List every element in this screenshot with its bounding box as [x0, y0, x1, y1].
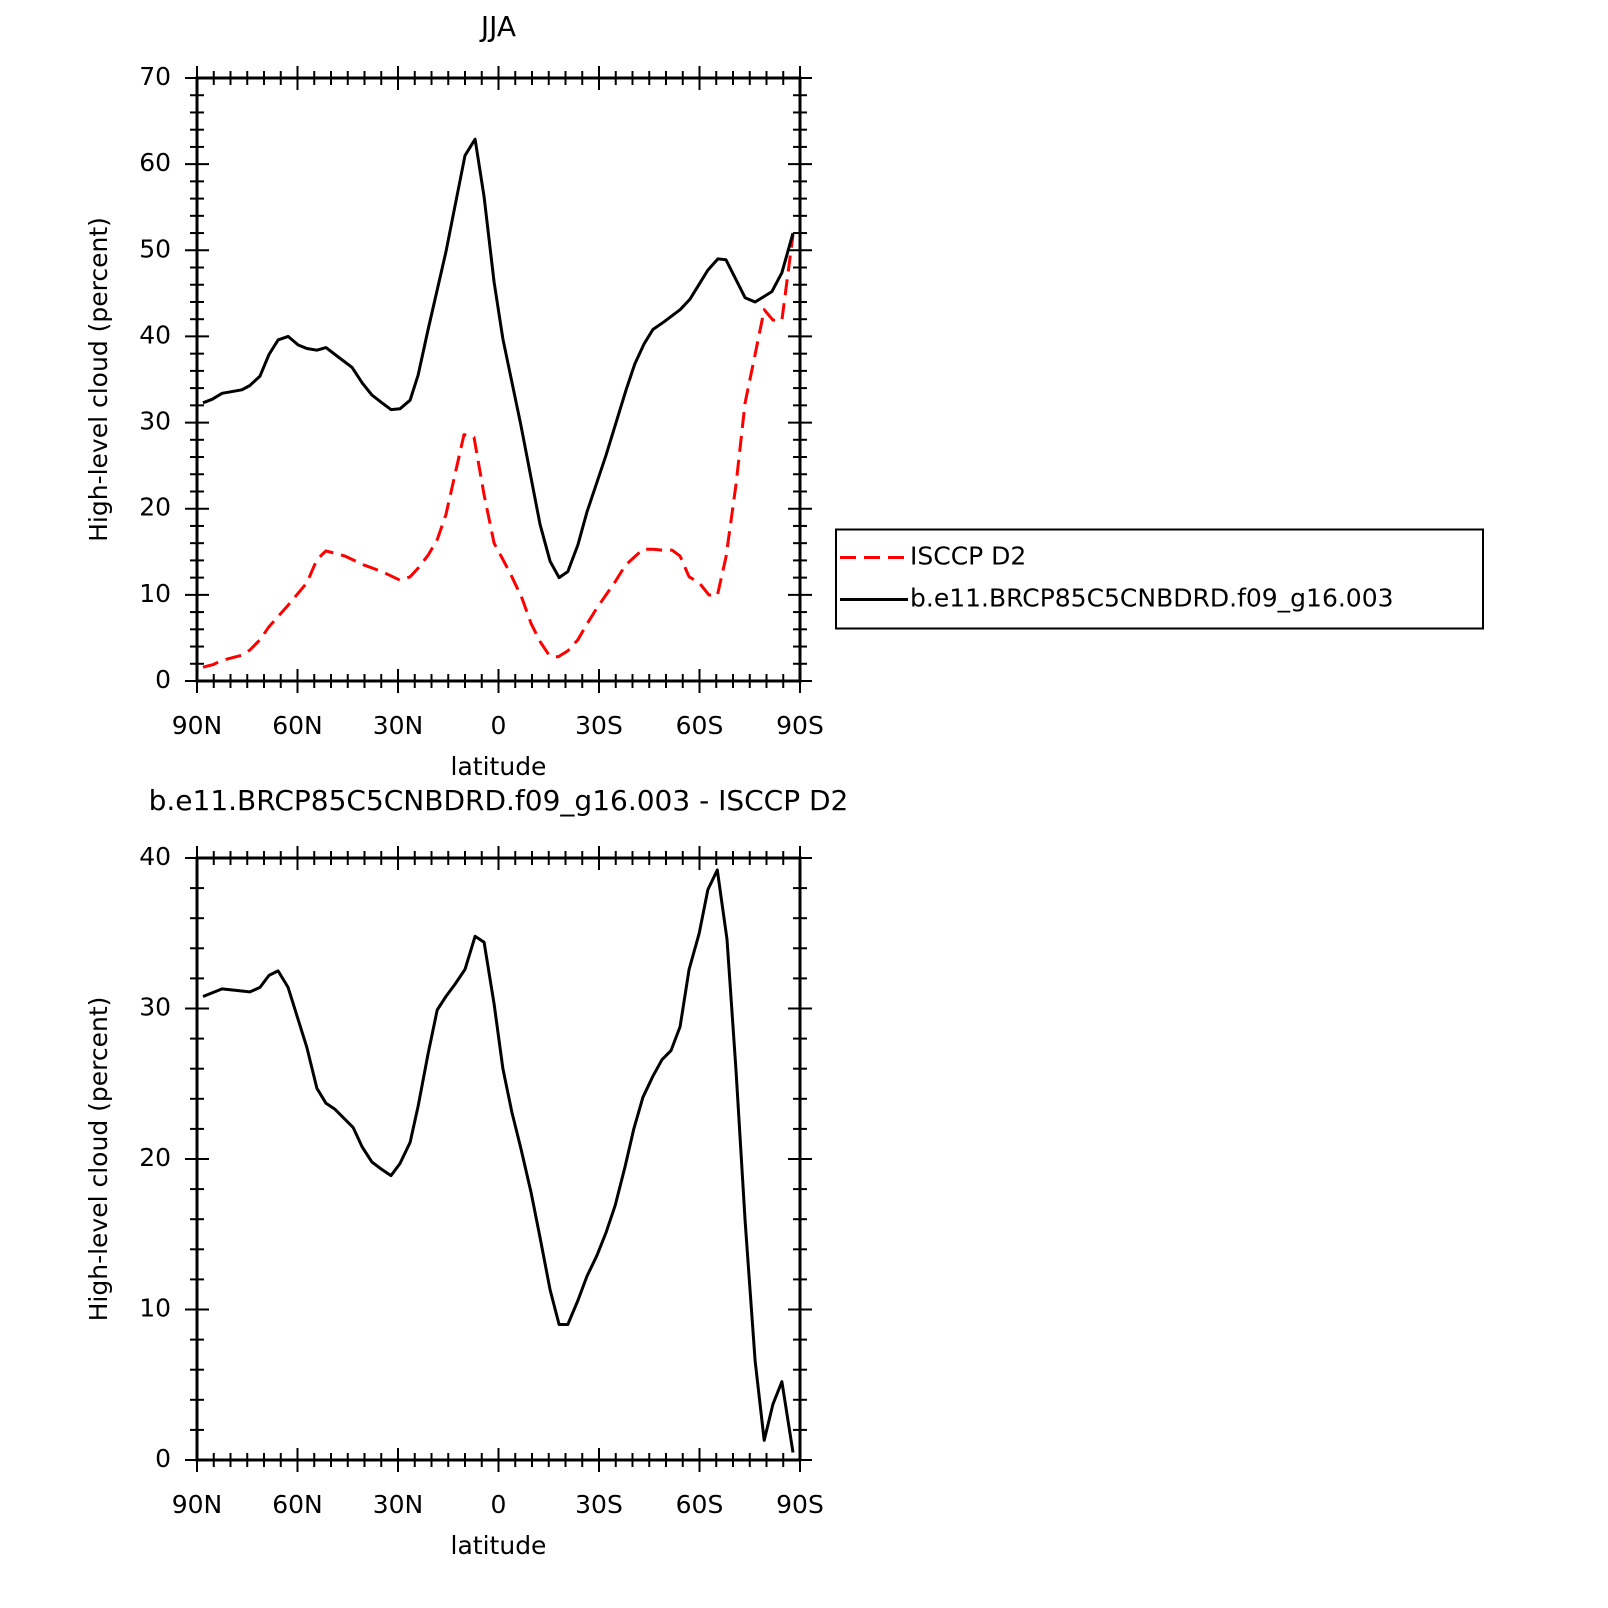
x-tick-label: 90S [776, 1490, 824, 1519]
x-tick-label: 0 [491, 1490, 507, 1519]
y-tick-label: 0 [155, 1444, 171, 1473]
x-tick-label: 60S [676, 711, 724, 740]
x-tick-label: 60S [676, 1490, 724, 1519]
y-axis-label: High-level cloud (percent) [84, 997, 113, 1322]
chart-title: b.e11.BRCP85C5CNBDRD.f09_g16.003 - ISCCP… [149, 784, 849, 817]
data-line [202, 137, 795, 580]
data-line [202, 868, 795, 1453]
y-tick-label: 30 [139, 993, 171, 1022]
x-axis-label: latitude [451, 752, 547, 781]
y-tick-label: 10 [139, 579, 171, 608]
data-line [202, 234, 795, 669]
x-tick-label: 30N [373, 711, 424, 740]
chart-title: JJA [479, 10, 516, 43]
x-tick-label: 30N [373, 1490, 424, 1519]
plot-frame [195, 76, 802, 683]
legend-label: ISCCP D2 [910, 542, 1026, 571]
plot-frame [195, 856, 802, 1462]
y-tick-label: 40 [139, 842, 171, 871]
x-tick-label: 0 [491, 711, 507, 740]
legend-box [835, 528, 1484, 630]
y-tick-label: 20 [139, 493, 171, 522]
x-tick-label: 30S [575, 1490, 623, 1519]
x-tick-label: 90S [776, 711, 824, 740]
x-tick-label: 90N [172, 1490, 223, 1519]
y-tick-label: 40 [139, 320, 171, 349]
y-axis-label: High-level cloud (percent) [84, 217, 113, 542]
y-tick-label: 0 [155, 665, 171, 694]
y-tick-label: 70 [139, 62, 171, 91]
x-tick-label: 90N [172, 711, 223, 740]
x-tick-label: 60N [272, 711, 323, 740]
x-tick-label: 30S [575, 711, 623, 740]
y-tick-label: 20 [139, 1143, 171, 1172]
x-axis-label: latitude [451, 1531, 547, 1560]
legend-label: b.e11.BRCP85C5CNBDRD.f09_g16.003 [910, 584, 1394, 613]
y-tick-label: 50 [139, 234, 171, 263]
y-tick-label: 10 [139, 1294, 171, 1323]
y-tick-label: 30 [139, 407, 171, 436]
x-tick-label: 60N [272, 1490, 323, 1519]
y-tick-label: 60 [139, 148, 171, 177]
